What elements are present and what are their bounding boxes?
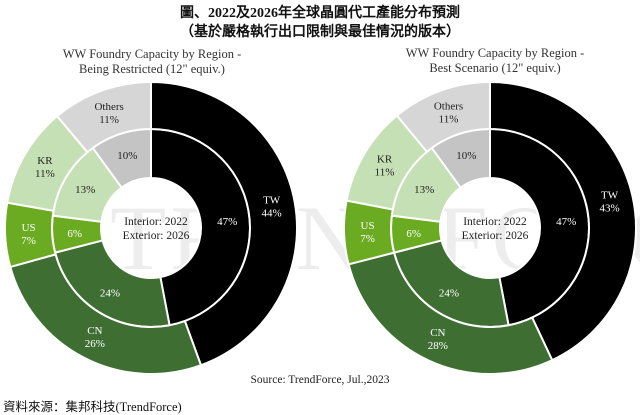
donut-2-outer-value-label: 7% xyxy=(360,233,375,245)
donut-1-center-label-interior: Interior: 2022 xyxy=(124,216,188,228)
donut-1-title-line1: WW Foundry Capacity by Region - xyxy=(62,47,242,61)
donut-1-outer-slice-tw xyxy=(150,80,298,367)
donut-2-outer-value-label: 43% xyxy=(599,202,619,214)
donut-2-outer-value-label: 28% xyxy=(428,340,448,352)
donut-1-outer-value-label: 7% xyxy=(21,235,36,247)
donut-1-outer-category-label: US xyxy=(22,222,36,234)
donut-2-outer-category-label: KR xyxy=(377,154,393,166)
donut-1-title-line2: Being Restricted (12" equiv.) xyxy=(79,62,225,76)
donut-1-outer-value-label: 11% xyxy=(99,114,119,126)
donut-2-center-label-interior: Interior: 2022 xyxy=(463,216,527,228)
donut-2-inner-value-label: 24% xyxy=(439,288,459,300)
donut-1-inner-value-label: 6% xyxy=(67,228,82,240)
donut-2-outer-category-label: US xyxy=(361,220,375,232)
donut-2-outer-slice-others xyxy=(395,80,491,154)
donut-1-center-label-exterior: Exterior: 2026 xyxy=(123,230,190,242)
chart-subtitle: （基於嚴格執行出口限制與最佳情況的版本） xyxy=(180,25,460,40)
donut-2-inner-value-label: 6% xyxy=(406,228,421,240)
donut-1-outer-slice-others xyxy=(55,80,152,154)
donut-1-inner-value-label: 13% xyxy=(75,184,95,196)
donut-2-inner-value-label: 13% xyxy=(414,184,434,196)
donut-2-inner-value-label: 10% xyxy=(456,150,476,162)
donut-2-outer-category-label: CN xyxy=(430,327,445,339)
donut-2-outer-slice-tw xyxy=(489,80,637,362)
donut-1-outer-category-label: CN xyxy=(87,325,102,337)
donut-2-inner-value-label: 47% xyxy=(556,216,576,228)
donut-2-title-line2: Best Scenario (12" equiv.) xyxy=(429,61,561,75)
donut-2-outer-category-label: Others xyxy=(434,101,463,113)
donut-2-title-line1: WW Foundry Capacity by Region - xyxy=(405,46,585,60)
donut-2-outer-value-label: 11% xyxy=(375,167,395,179)
source-note: Source: TrendForce, Jul.,2023 xyxy=(250,374,390,386)
donut-1-outer-category-label: KR xyxy=(37,155,53,167)
donut-2-outer-category-label: TW xyxy=(601,189,619,201)
donut-2-outer-value-label: 11% xyxy=(439,114,459,126)
footer-source: 資料來源：集邦科技(TrendForce) xyxy=(3,400,182,414)
donut-1-outer-value-label: 44% xyxy=(262,208,282,220)
chart-title: 圖、2022及2026年全球晶圓代工產能分布預測 xyxy=(180,6,460,21)
donut-1-outer-category-label: Others xyxy=(94,101,123,113)
donut-2-center-label-exterior: Exterior: 2026 xyxy=(462,230,529,242)
donut-1-inner-value-label: 24% xyxy=(100,288,120,300)
donut-1-outer-value-label: 11% xyxy=(35,168,55,180)
donut-1-outer-category-label: TW xyxy=(263,195,281,207)
donut-1-inner-value-label: 10% xyxy=(117,150,137,162)
donut-1-title: WW Foundry Capacity by Region - Being Re… xyxy=(2,47,302,77)
donut-1-outer-value-label: 26% xyxy=(85,338,105,350)
donut-1-inner-value-label: 47% xyxy=(217,216,237,228)
donut-2-title: WW Foundry Capacity by Region - Best Sce… xyxy=(345,46,640,76)
